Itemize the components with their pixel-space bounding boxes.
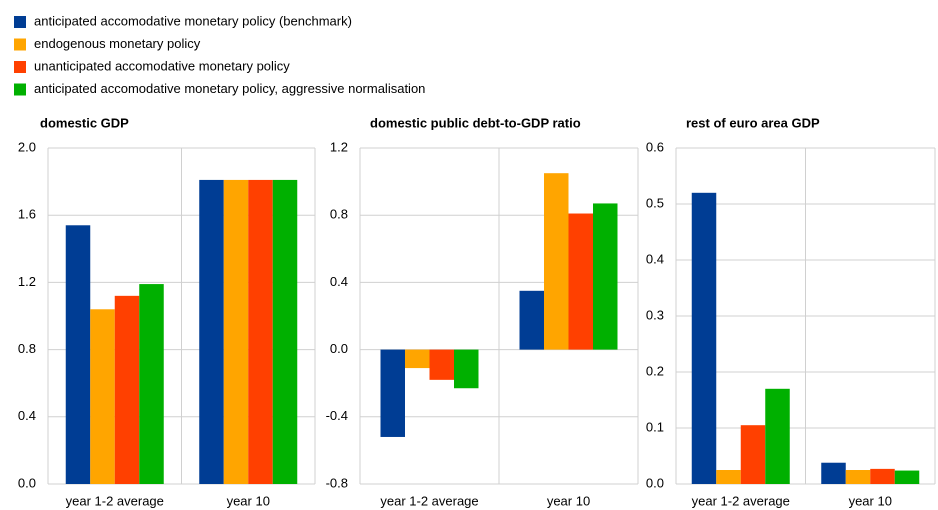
chart-title: rest of euro area GDP [686, 115, 820, 130]
legend-swatch [14, 83, 26, 96]
y-tick-label: 0.8 [330, 207, 348, 222]
y-tick-label: 0.4 [18, 408, 36, 423]
x-tick-label: year 1-2 average [692, 493, 790, 508]
bar [272, 179, 298, 485]
x-tick-label: year 1-2 average [380, 493, 478, 508]
y-tick-label: 0.5 [646, 195, 664, 210]
legend-swatch [14, 16, 26, 28]
y-tick-label: 1.2 [330, 139, 348, 154]
y-tick-label: 1.6 [18, 207, 36, 222]
bar [65, 225, 91, 484]
bar [429, 349, 454, 380]
bar [90, 309, 115, 484]
bar [870, 468, 895, 484]
x-tick-label: year 1-2 average [66, 493, 164, 508]
y-tick-label: 0.1 [646, 419, 664, 434]
y-tick-label: -0.8 [326, 475, 348, 490]
chart-title: domestic public debt-to-GDP ratio [370, 115, 581, 130]
bar [544, 173, 569, 350]
bar [248, 179, 273, 485]
y-tick-label: 0.8 [18, 341, 36, 356]
bar [765, 388, 790, 484]
bar [114, 295, 140, 484]
bar [405, 349, 430, 369]
legend-swatch [14, 61, 26, 73]
bar [139, 284, 164, 484]
y-tick-label: 0.2 [646, 363, 664, 378]
x-tick-label: year 10 [227, 493, 270, 508]
bar [199, 179, 224, 485]
bar [519, 290, 544, 350]
legend-label: endogenous monetary policy [34, 36, 201, 51]
y-tick-label: 0.4 [646, 251, 664, 266]
y-tick-label: 2.0 [18, 139, 36, 154]
bar [454, 349, 479, 389]
x-tick-label: year 10 [849, 493, 892, 508]
y-tick-label: 0.6 [646, 139, 664, 154]
y-tick-label: 0.3 [646, 307, 664, 322]
bar [716, 470, 741, 484]
legend-label: anticipated accomodative monetary policy… [34, 81, 425, 96]
bar [845, 470, 871, 484]
bar [593, 203, 618, 350]
bar [568, 213, 593, 350]
bar [380, 349, 405, 437]
bar [821, 462, 846, 484]
bar [740, 425, 766, 484]
bar [691, 192, 717, 485]
y-tick-label: 0.4 [330, 274, 348, 289]
bar [894, 470, 920, 484]
legend-label: unanticipated accomodative monetary poli… [34, 58, 290, 73]
chart-title: domestic GDP [40, 115, 129, 130]
y-tick-label: 0.0 [330, 341, 348, 356]
legend-swatch [14, 38, 26, 51]
legend-label: anticipated accomodative monetary policy… [34, 13, 352, 28]
y-tick-label: 0.0 [18, 475, 36, 490]
y-tick-label: -0.4 [326, 408, 348, 423]
bar [223, 179, 249, 485]
y-tick-label: 0.0 [646, 475, 664, 490]
x-tick-label: year 10 [547, 493, 590, 508]
y-tick-label: 1.2 [18, 274, 36, 289]
